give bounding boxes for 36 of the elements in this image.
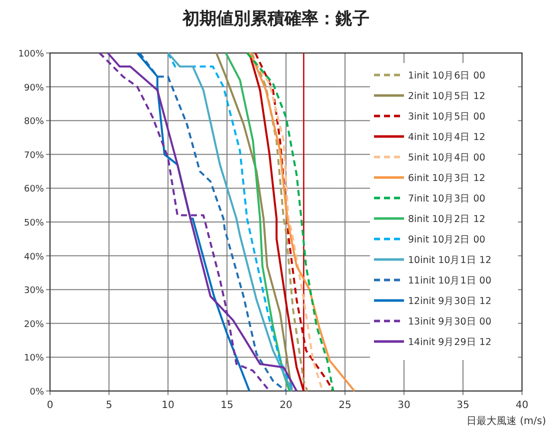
chart-title: 初期値別累積確率：銚子 (182, 9, 370, 29)
x-tick-label: 5 (106, 400, 112, 411)
legend-label: 1init 10月6日 00 (408, 70, 486, 82)
legend-label: 10init 10月1日 12 (408, 255, 492, 266)
x-tick-label: 40 (516, 400, 528, 411)
legend-label: 8init 10月2日 12 (408, 214, 486, 225)
x-tick-label: 0 (46, 400, 54, 411)
y-tick-label: 20% (24, 320, 44, 330)
x-tick-label: 35 (456, 400, 470, 411)
x-tick-label: 30 (398, 400, 410, 411)
y-tick-label: 10% (24, 354, 44, 364)
x-tick-label: 10 (162, 400, 174, 411)
x-tick-label: 20 (280, 400, 292, 411)
x-tick-label: 15 (220, 400, 234, 411)
legend-label: 6init 10月3日 12 (408, 173, 486, 184)
y-tick-label: 100% (18, 50, 44, 60)
y-tick-label: 80% (24, 117, 44, 128)
legend-label: 9init 10月2日 00 (408, 234, 486, 246)
y-tick-label: 90% (24, 83, 44, 94)
legend-label: 7init 10月3日 00 (408, 194, 486, 204)
legend-label: 5init 10月4日 00 (408, 152, 486, 164)
legend-label: 14init 9月29日 12 (408, 337, 492, 348)
legend-label: 3init 10月5日 00 (408, 112, 486, 122)
y-tick-label: 0% (30, 388, 44, 398)
legend-label: 4init 10月4日 12 (408, 132, 486, 143)
y-tick-label: 40% (24, 252, 44, 262)
y-tick-label: 50% (24, 218, 44, 228)
y-tick-label: 70% (24, 150, 44, 161)
legend-label: 13init 9月30日 00 (408, 316, 492, 328)
y-tick-label: 30% (24, 286, 44, 296)
x-tick-label: 25 (338, 400, 352, 411)
legend-label: 2init 10月5日 12 (408, 91, 486, 102)
legend-label: 11init 10月1日 00 (408, 276, 492, 286)
x-axis-title: 日最大風速 (m/s) (466, 415, 546, 427)
y-tick-label: 60% (24, 184, 44, 195)
legend-label: 12init 9月30日 12 (408, 296, 492, 307)
